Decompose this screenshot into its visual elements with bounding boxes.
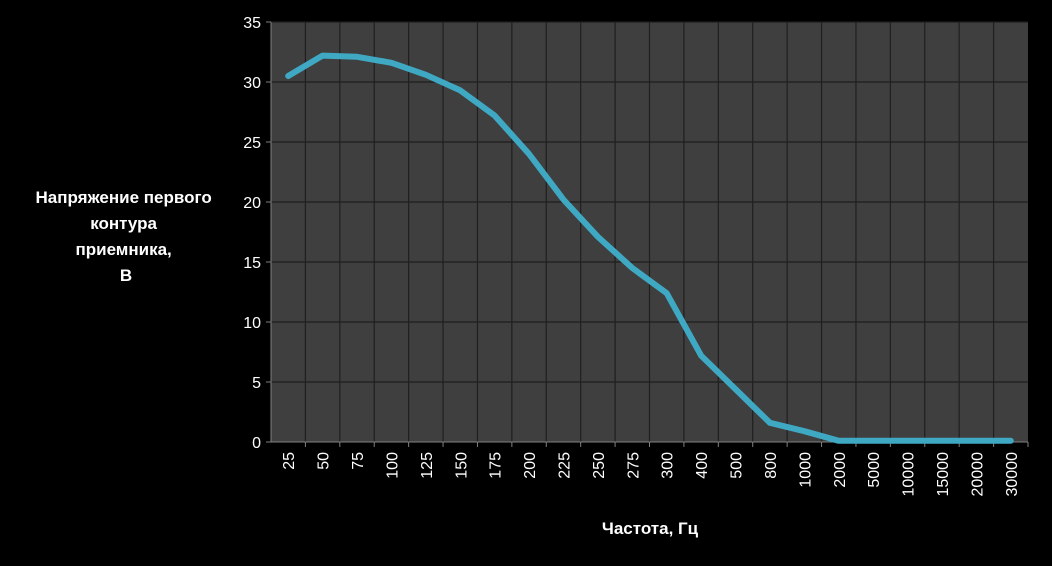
y-tick-label: 10 [243,315,261,332]
y-axis-title-line: В [120,266,132,285]
x-tick-label: 5000 [866,452,883,488]
y-axis-title: Напряжение первого контура приемника, В [36,188,217,285]
y-tick-label: 25 [243,135,261,152]
y-tick-label: 20 [243,195,261,212]
x-tick-label: 125 [419,452,436,479]
series-line [285,52,1014,444]
x-tick-label: 15000 [935,452,952,497]
x-tick-label: 1000 [797,452,814,488]
x-tick-label: 10000 [901,452,918,497]
x-tick-label: 300 [660,452,677,479]
x-tick-label: 225 [556,452,573,479]
x-axis-tick-labels: 25 50 75 100 125 150 175 200 225 250 275 300 400 500 8… [281,442,1029,497]
x-tick-label: 400 [694,452,711,479]
x-tick-label: 75 [350,452,367,470]
x-tick-label: 275 [625,452,642,479]
vertical-gridlines [304,22,995,442]
x-tick-label: 25 [281,452,298,470]
x-tick-label: 30000 [1004,452,1021,497]
x-tick-label: 200 [522,452,539,479]
y-axis-title-line: приемника, [75,240,171,259]
y-tick-label: 0 [252,435,261,452]
x-tick-label: 150 [453,452,470,479]
y-axis-title-line: Напряжение первого [36,188,212,207]
x-tick-label: 2000 [832,452,849,488]
x-tick-label: 500 [729,452,746,479]
y-tick-label: 35 [243,15,261,32]
y-axis-title-line: контура [90,214,157,233]
x-tick-label: 100 [384,452,401,479]
x-tick-label: 250 [591,452,608,479]
y-tick-label: 30 [243,75,261,92]
y-tick-label: 15 [243,255,261,272]
x-tick-label: 800 [763,452,780,479]
y-axis-tick-labels: 0 5 10 15 20 25 30 35 [243,15,271,452]
x-tick-label: 50 [316,452,333,470]
y-tick-label: 5 [252,375,261,392]
horizontal-gridlines [271,21,1028,383]
x-tick-label: 20000 [969,452,986,497]
x-tick-label: 175 [488,452,505,479]
x-axis-title: Частота, Гц [602,519,699,538]
